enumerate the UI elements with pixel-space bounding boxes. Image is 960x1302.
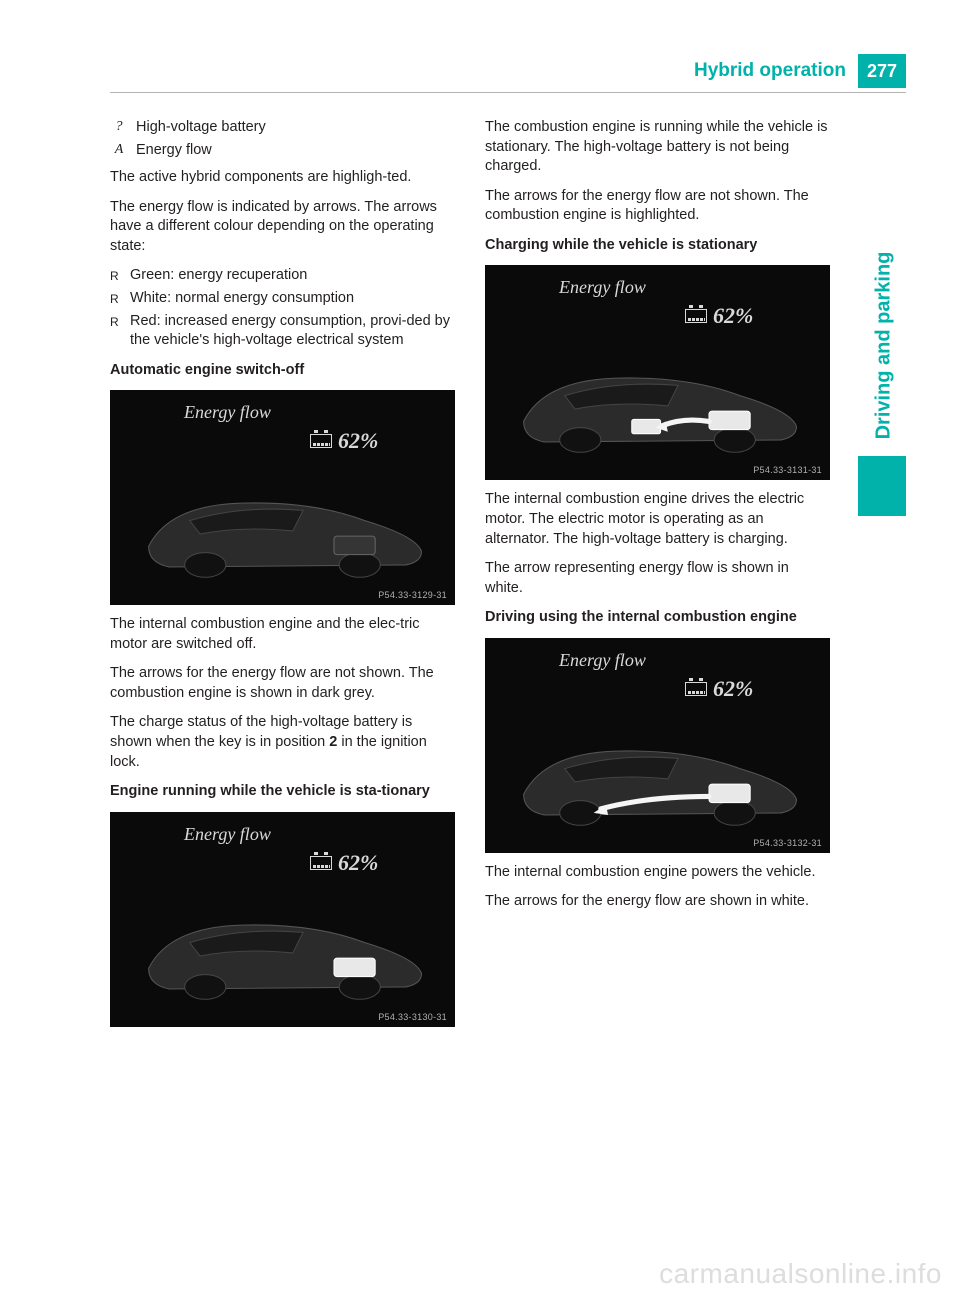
battery-icon — [310, 434, 332, 448]
battery-percent: 62% — [713, 674, 753, 704]
page-header: Hybrid operation 277 — [694, 54, 906, 88]
section-heading: Charging while the vehicle is stationary — [485, 236, 830, 256]
figure-engine-switch-off: Energy flow 62% P54.33-3129-31 — [110, 390, 455, 605]
legend-marker: A — [110, 141, 128, 161]
bullet-icon: R — [110, 312, 124, 351]
section-heading: Engine running while the vehicle is sta‑… — [110, 782, 455, 802]
figure-code: P54.33-3130-31 — [378, 1011, 447, 1023]
section-heading: Driving using the internal combustion en… — [485, 608, 830, 628]
legend-item: A Energy flow — [110, 141, 455, 161]
legend-text: High-voltage battery — [136, 118, 266, 138]
figure-code: P54.33-3131-31 — [753, 464, 822, 476]
header-rule — [110, 92, 906, 93]
body-text: The combustion engine is running while t… — [485, 118, 830, 177]
battery-indicator: 62% — [310, 848, 378, 878]
battery-indicator: 62% — [685, 674, 753, 704]
list-item: R Red: increased energy consumption, pro… — [110, 312, 455, 351]
side-tab-text: Driving and parking — [873, 252, 896, 440]
figure-code: P54.33-3129-31 — [378, 589, 447, 601]
figure-title: Energy flow — [559, 648, 646, 672]
figure-charging-stationary: Energy flow 62% P54.33-3131-31 — [485, 265, 830, 480]
battery-percent: 62% — [338, 848, 378, 878]
section-heading: Automatic engine switch-off — [110, 361, 455, 381]
battery-percent: 62% — [338, 426, 378, 456]
bullet-text: Red: increased energy consumption, provi… — [130, 312, 455, 351]
car-illustration — [128, 464, 437, 588]
battery-indicator: 62% — [685, 301, 753, 331]
battery-icon — [685, 682, 707, 696]
figure-title: Energy flow — [184, 400, 271, 424]
bullet-text: White: normal energy consumption — [130, 289, 354, 309]
legend-text: Energy flow — [136, 141, 212, 161]
content-area: ? High-voltage battery A Energy flow The… — [110, 118, 830, 1037]
car-illustration — [503, 339, 812, 463]
right-column: The combustion engine is running while t… — [485, 118, 830, 1037]
side-tab-fill — [858, 456, 906, 516]
battery-icon — [685, 309, 707, 323]
body-text: The arrows for the energy flow are not s… — [485, 187, 830, 226]
body-text: The arrows for the energy flow are shown… — [485, 892, 830, 912]
body-text: The energy flow is indicated by arrows. … — [110, 198, 455, 257]
list-item: R Green: energy recuperation — [110, 266, 455, 286]
watermark: carmanualsonline.info — [659, 1258, 942, 1290]
bullet-text: Green: energy recuperation — [130, 266, 307, 286]
side-tab: Driving and parking — [858, 176, 906, 516]
figure-driving-combustion: Energy flow 62% P54.33-3132-31 — [485, 638, 830, 853]
car-illustration — [128, 886, 437, 1010]
body-text: The arrows for the energy flow are not s… — [110, 664, 455, 703]
figure-title: Energy flow — [184, 822, 271, 846]
left-column: ? High-voltage battery A Energy flow The… — [110, 118, 455, 1037]
body-text: The arrow representing energy flow is sh… — [485, 559, 830, 598]
legend-marker: ? — [110, 118, 128, 138]
page-number: 277 — [858, 54, 906, 88]
body-text: The active hybrid components are highlig… — [110, 168, 455, 188]
figure-code: P54.33-3132-31 — [753, 837, 822, 849]
bullet-icon: R — [110, 266, 124, 286]
header-title: Hybrid operation — [694, 54, 858, 88]
car-illustration — [503, 712, 812, 836]
battery-percent: 62% — [713, 301, 753, 331]
list-item: R White: normal energy consumption — [110, 289, 455, 309]
battery-indicator: 62% — [310, 426, 378, 456]
body-text: The internal combustion engine and the e… — [110, 615, 455, 654]
figure-title: Energy flow — [559, 275, 646, 299]
legend-item: ? High-voltage battery — [110, 118, 455, 138]
body-text: The internal combustion engine drives th… — [485, 490, 830, 549]
body-text: The charge status of the high-voltage ba… — [110, 713, 455, 772]
battery-icon — [310, 856, 332, 870]
bullet-icon: R — [110, 289, 124, 309]
body-text: The internal combustion engine powers th… — [485, 863, 830, 883]
figure-engine-running-stationary: Energy flow 62% P54.33-3130-31 — [110, 812, 455, 1027]
